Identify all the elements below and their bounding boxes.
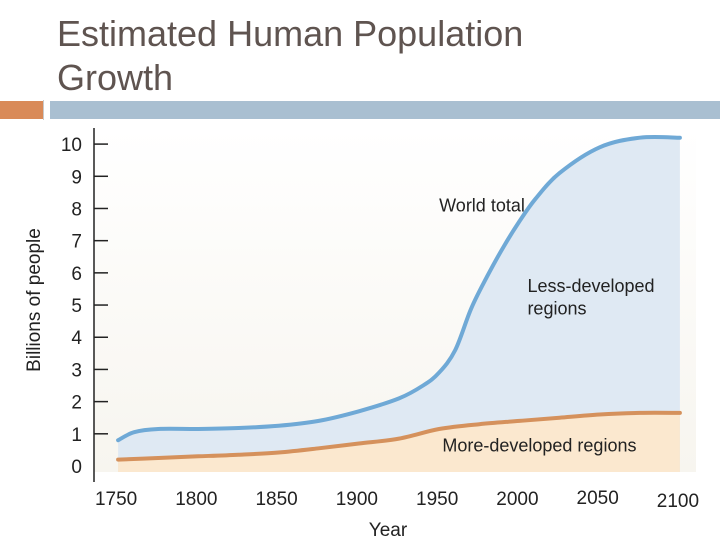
- y-tick-label: 1: [71, 425, 82, 446]
- world-total-area: [118, 136, 680, 472]
- y-axis-title: Billions of people: [24, 228, 45, 372]
- y-tick-label: 0: [71, 457, 82, 478]
- x-tick-label: 2000: [496, 489, 538, 510]
- y-axis-ticks: 0 1 2 3 4 5 6 7 8 9 10: [61, 135, 108, 478]
- annotation-label: World total: [439, 196, 525, 216]
- title-line-2: Growth: [57, 57, 174, 98]
- x-axis-ticks: 1750 1800 1850 1900 1950 2000 2050 2100: [95, 488, 699, 512]
- more-developed-line: [116, 410, 682, 462]
- y-tick-label: 4: [71, 328, 82, 349]
- y-tick-label: 9: [71, 167, 82, 188]
- accent-bar-blue: [50, 101, 720, 119]
- x-tick-label: 1900: [336, 489, 378, 510]
- x-axis-title: Year: [369, 520, 408, 540]
- y-tick-label: 8: [71, 199, 82, 220]
- y-tick-label: 2: [71, 393, 82, 414]
- y-tick-label: 3: [71, 360, 82, 381]
- annotation-label: More-developed regions: [442, 436, 636, 456]
- slide-title: Estimated Human Population Growth: [57, 12, 617, 100]
- world-total-line: [116, 134, 682, 443]
- annotation-label: regions: [527, 299, 586, 319]
- title-line-1: Estimated Human Population: [57, 13, 524, 54]
- x-tick-label: 2100: [657, 491, 699, 512]
- x-tick-label: 1850: [255, 489, 297, 510]
- annotation-label: Less-developed: [527, 276, 654, 296]
- x-tick-label: 1800: [175, 489, 217, 510]
- y-tick-label: 7: [71, 232, 82, 253]
- accent-divider: [43, 100, 44, 120]
- x-tick-label: 1950: [416, 489, 458, 510]
- x-tick-label: 1750: [95, 489, 137, 510]
- y-tick-label: 5: [71, 296, 82, 317]
- more-developed-area: [118, 412, 680, 472]
- chart-annotations: World total Less-developed regions More-dev…: [439, 196, 654, 456]
- y-tick-label: 10: [61, 135, 82, 156]
- accent-bar-orange: [0, 101, 43, 119]
- y-tick-label: 6: [71, 264, 82, 285]
- x-tick-label: 2050: [577, 488, 619, 509]
